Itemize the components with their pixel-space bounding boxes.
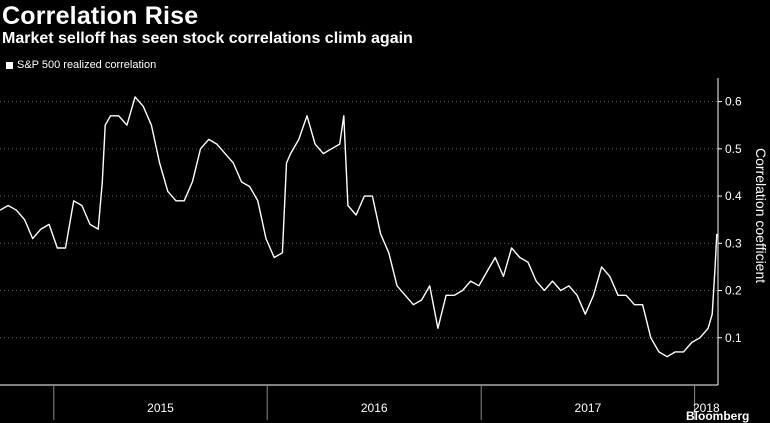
axes: 0.1 0.2 0.3 0.4 0.5 0.6 Correlation coefficien…	[0, 78, 769, 420]
x-tick-label: 2016	[361, 401, 388, 415]
watermark: Bloomberg	[686, 409, 750, 423]
series-line	[0, 96, 718, 358]
y-tick-label: 0.3	[725, 236, 742, 250]
legend-swatch	[6, 61, 13, 69]
y-axis-title: Correlation coefficient	[753, 148, 769, 283]
y-tick-label: 0.6	[725, 95, 742, 109]
legend: S&P 500 realized correlation	[6, 59, 156, 71]
legend-label: S&P 500 realized correlation	[17, 59, 157, 71]
y-tick-label: 0.5	[725, 142, 742, 156]
series-layer	[0, 96, 718, 358]
y-tick-label: 0.2	[725, 284, 742, 298]
x-tick-label: 2015	[147, 401, 174, 415]
gridlines	[0, 101, 718, 339]
x-tick-label: 2018	[693, 401, 720, 415]
chart-subtitle: Market selloff has seen stock correlatio…	[2, 30, 413, 47]
chart-title: Correlation Rise	[2, 2, 199, 30]
y-tick-label: 0.1	[725, 331, 742, 345]
y-tick-label: 0.4	[725, 189, 742, 203]
x-tick-label: 2017	[575, 401, 602, 415]
